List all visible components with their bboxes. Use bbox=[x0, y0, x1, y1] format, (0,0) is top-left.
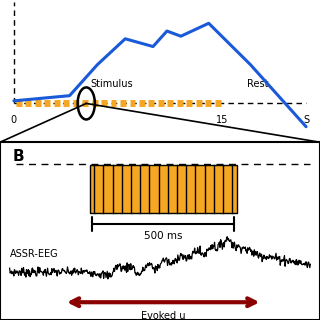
Text: Evoked u: Evoked u bbox=[141, 311, 186, 320]
Text: 0: 0 bbox=[11, 115, 17, 125]
Text: Rest: Rest bbox=[247, 79, 268, 89]
Text: B: B bbox=[13, 149, 24, 164]
Text: ASSR-EEG: ASSR-EEG bbox=[10, 249, 58, 259]
Bar bbox=[90, 165, 237, 213]
Text: Stimulus: Stimulus bbox=[90, 79, 132, 89]
Text: 500 ms: 500 ms bbox=[144, 231, 182, 241]
Text: 15: 15 bbox=[216, 115, 229, 125]
Text: S: S bbox=[303, 115, 309, 125]
